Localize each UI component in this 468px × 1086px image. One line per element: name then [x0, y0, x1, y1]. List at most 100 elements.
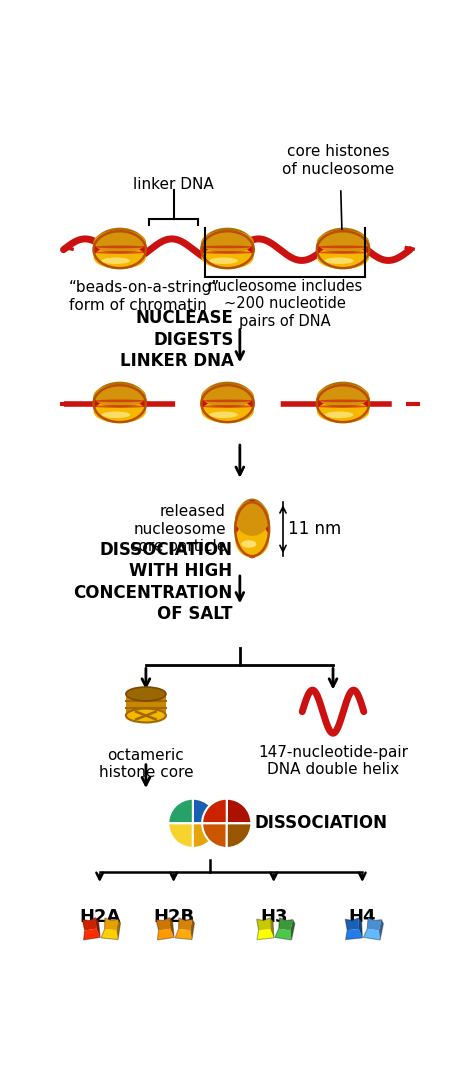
Ellipse shape [201, 245, 254, 249]
Ellipse shape [102, 257, 130, 264]
Text: 11 nm: 11 nm [288, 520, 342, 539]
Text: H2B: H2B [153, 908, 194, 926]
Ellipse shape [235, 522, 269, 557]
Ellipse shape [234, 498, 270, 555]
Ellipse shape [209, 257, 238, 264]
Polygon shape [278, 918, 293, 931]
Ellipse shape [316, 228, 370, 266]
Ellipse shape [235, 501, 269, 541]
Ellipse shape [317, 384, 369, 412]
Ellipse shape [317, 245, 369, 249]
Ellipse shape [325, 412, 353, 418]
Ellipse shape [201, 393, 255, 414]
Ellipse shape [235, 502, 269, 556]
Wedge shape [227, 823, 251, 848]
Ellipse shape [241, 540, 256, 547]
Ellipse shape [201, 400, 254, 402]
Ellipse shape [94, 400, 146, 422]
Text: linker DNA: linker DNA [133, 177, 214, 191]
Polygon shape [178, 918, 192, 931]
Ellipse shape [201, 251, 254, 254]
Ellipse shape [316, 240, 370, 260]
Ellipse shape [316, 393, 370, 414]
Polygon shape [82, 918, 96, 931]
Ellipse shape [201, 384, 254, 407]
Ellipse shape [201, 228, 255, 266]
Ellipse shape [201, 381, 255, 419]
Text: DISSOCIATION
WITH HIGH
CONCENTRATION
OF SALT: DISSOCIATION WITH HIGH CONCENTRATION OF … [73, 541, 232, 623]
Polygon shape [363, 929, 380, 940]
Polygon shape [270, 918, 274, 938]
Polygon shape [190, 919, 194, 939]
Text: octameric
histone core: octameric histone core [99, 748, 193, 780]
Ellipse shape [317, 230, 369, 258]
Ellipse shape [235, 502, 269, 556]
Ellipse shape [126, 708, 166, 722]
Ellipse shape [317, 251, 369, 254]
Ellipse shape [94, 384, 146, 412]
Ellipse shape [209, 412, 238, 418]
Ellipse shape [317, 400, 369, 402]
Polygon shape [126, 694, 166, 716]
Polygon shape [169, 918, 174, 937]
Polygon shape [256, 918, 271, 931]
Text: “beads-on-a-string”
form of chromatin: “beads-on-a-string” form of chromatin [69, 280, 220, 313]
Ellipse shape [317, 231, 369, 268]
Wedge shape [193, 798, 218, 823]
Polygon shape [104, 918, 118, 931]
Ellipse shape [94, 230, 146, 253]
Text: core histones
of nucleosome: core histones of nucleosome [282, 144, 395, 177]
Ellipse shape [316, 381, 370, 419]
Ellipse shape [94, 251, 146, 254]
Ellipse shape [94, 386, 146, 422]
Polygon shape [290, 920, 295, 940]
Ellipse shape [201, 240, 255, 260]
Wedge shape [168, 823, 193, 848]
Ellipse shape [201, 230, 254, 258]
Polygon shape [345, 918, 359, 931]
Ellipse shape [317, 400, 369, 422]
Polygon shape [95, 918, 100, 937]
Ellipse shape [208, 247, 247, 264]
Ellipse shape [94, 384, 146, 407]
Text: nucleosome includes
~200 nucleotide
pairs of DNA: nucleosome includes ~200 nucleotide pair… [208, 279, 362, 329]
Ellipse shape [317, 384, 369, 407]
Ellipse shape [126, 687, 166, 700]
Polygon shape [358, 918, 362, 938]
Wedge shape [202, 798, 227, 823]
Ellipse shape [201, 384, 254, 412]
Ellipse shape [93, 228, 146, 266]
Polygon shape [175, 929, 192, 939]
Ellipse shape [94, 245, 146, 269]
Ellipse shape [201, 405, 254, 407]
Ellipse shape [93, 240, 146, 260]
Ellipse shape [234, 523, 270, 535]
Ellipse shape [201, 400, 254, 422]
Ellipse shape [102, 412, 130, 418]
Wedge shape [202, 823, 227, 848]
Ellipse shape [317, 245, 369, 269]
Ellipse shape [208, 401, 247, 417]
Ellipse shape [94, 230, 146, 258]
Polygon shape [117, 919, 120, 939]
Ellipse shape [94, 231, 146, 268]
Text: H4: H4 [349, 908, 376, 926]
Text: 147-nucleotide-pair
DNA double helix: 147-nucleotide-pair DNA double helix [258, 745, 408, 778]
Ellipse shape [93, 381, 146, 419]
Wedge shape [227, 798, 251, 823]
Ellipse shape [93, 393, 146, 414]
Ellipse shape [94, 405, 146, 407]
Text: H3: H3 [260, 908, 287, 926]
Polygon shape [379, 920, 383, 940]
Ellipse shape [201, 230, 254, 253]
Text: released
nucleosome
core particle: released nucleosome core particle [130, 504, 226, 554]
Ellipse shape [126, 687, 166, 700]
Wedge shape [168, 798, 193, 823]
Text: H2A: H2A [79, 908, 120, 926]
Polygon shape [275, 929, 292, 940]
Ellipse shape [325, 257, 353, 264]
Polygon shape [156, 918, 170, 931]
Ellipse shape [317, 405, 369, 407]
Ellipse shape [317, 230, 369, 253]
Wedge shape [193, 823, 218, 848]
